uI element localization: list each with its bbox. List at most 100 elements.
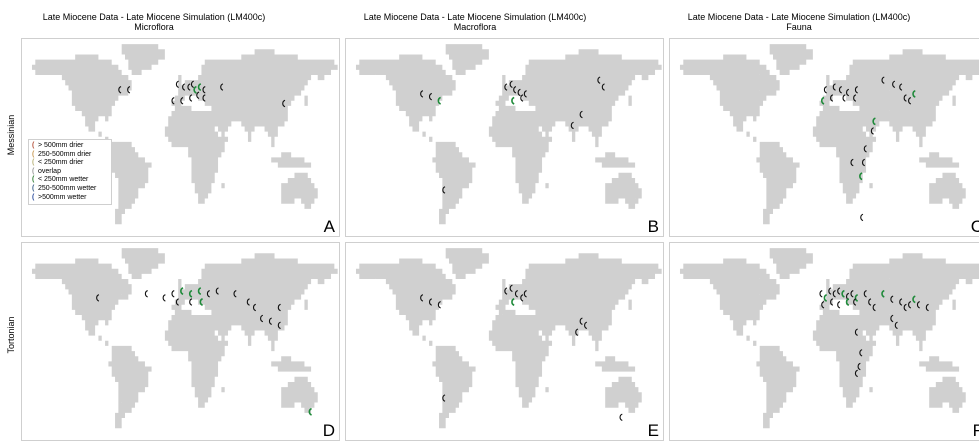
legend-item: (>500mm wetter	[32, 194, 108, 203]
site-marker	[180, 97, 184, 105]
site-marker	[861, 158, 866, 167]
legend: (> 500mm drier(250-500mm drier(< 250mm d…	[28, 139, 112, 206]
map-panel-c: C	[669, 38, 979, 237]
site-marker	[841, 289, 845, 298]
site-marker	[233, 290, 237, 298]
map-panel-d: D	[21, 242, 340, 441]
site-marker	[845, 298, 850, 306]
site-marker	[912, 89, 916, 98]
world-map	[679, 44, 979, 225]
site-marker	[832, 83, 836, 91]
panel-letter: D	[322, 421, 335, 440]
site-marker	[821, 301, 825, 309]
site-marker	[420, 90, 424, 98]
site-marker	[127, 86, 131, 94]
site-marker	[171, 97, 175, 105]
panel-letter: F	[973, 422, 979, 439]
site-marker	[520, 94, 524, 102]
site-marker	[206, 290, 210, 298]
panel-letter: E	[647, 421, 659, 440]
land-mass	[355, 248, 662, 429]
site-marker	[601, 83, 605, 91]
site-marker	[509, 80, 513, 89]
site-marker	[517, 88, 521, 97]
site-marker	[511, 96, 515, 105]
site-marker	[870, 127, 874, 135]
site-marker	[908, 97, 912, 105]
site-marker	[260, 314, 264, 323]
site-marker	[859, 172, 863, 181]
site-marker	[175, 298, 179, 306]
site-marker	[215, 287, 219, 295]
site-marker	[252, 303, 257, 312]
legend-label: 250-500mm wetter	[38, 184, 97, 192]
site-marker	[597, 76, 601, 84]
site-marker	[838, 86, 843, 94]
land-mass	[679, 248, 979, 429]
site-marker	[171, 290, 175, 298]
site-marker	[197, 83, 202, 91]
world-map	[355, 248, 662, 429]
panel-subtitle: Microflora	[134, 22, 174, 32]
site-marker	[881, 76, 885, 84]
site-marker	[504, 83, 508, 91]
legend-crescent-icon: (	[32, 176, 35, 184]
panel-subtitle: Fauna	[786, 22, 812, 32]
site-marker	[246, 298, 250, 306]
site-marker	[853, 94, 857, 102]
panel-title-line: Late Miocene Data - Late Miocene Simulat…	[363, 12, 587, 22]
site-marker	[420, 294, 424, 302]
panel-title-b: Late Miocene Data - Late Miocene Simulat…	[315, 12, 635, 32]
legend-label: overlap	[38, 167, 61, 175]
site-marker	[903, 94, 907, 102]
world-map	[679, 248, 979, 429]
site-marker	[523, 290, 527, 298]
site-marker	[175, 80, 179, 89]
site-marker	[894, 321, 898, 330]
site-marker	[584, 321, 588, 330]
site-marker	[890, 295, 894, 303]
site-marker	[180, 287, 184, 295]
land-mass	[31, 248, 338, 429]
panel-letter: C	[971, 218, 979, 235]
site-marker	[854, 369, 858, 378]
site-marker	[881, 289, 885, 298]
site-marker	[514, 290, 519, 298]
legend-crescent-icon: (	[32, 159, 35, 167]
legend-crescent-icon: (	[32, 167, 35, 175]
site-marker	[830, 298, 834, 306]
legend-item: (> 500mm drier	[32, 142, 108, 151]
panel-title-line: Late Miocene Data - Late Miocene Simulat…	[687, 12, 911, 22]
land-mass	[679, 44, 979, 225]
site-marker	[199, 298, 204, 306]
world-map	[355, 44, 662, 225]
site-marker	[854, 328, 858, 336]
site-marker	[513, 86, 517, 94]
site-marker	[912, 295, 916, 304]
panel-title-c: Late Miocene Data - Late Miocene Simulat…	[639, 12, 959, 32]
site-marker	[908, 301, 912, 309]
site-marker	[189, 298, 193, 306]
site-marker	[916, 301, 920, 309]
site-marker	[197, 287, 202, 295]
site-marker	[850, 290, 854, 298]
site-marker	[859, 349, 863, 357]
site-marker	[575, 328, 579, 336]
map-panel-e: E	[345, 242, 664, 441]
map-panel-b: B	[345, 38, 664, 237]
panel-title-line: Late Miocene Data - Late Miocene Simulat…	[42, 12, 266, 22]
site-marker	[162, 294, 166, 302]
site-marker	[823, 293, 828, 302]
legend-item: (< 250mm wetter	[32, 176, 108, 185]
site-marker	[832, 290, 836, 298]
site-marker	[837, 301, 841, 309]
site-marker	[196, 91, 200, 99]
site-marker	[868, 298, 872, 306]
site-marker	[202, 86, 206, 94]
site-marker	[842, 94, 846, 102]
site-marker	[854, 86, 858, 94]
legend-item: (250-500mm wetter	[32, 185, 108, 194]
site-marker	[182, 83, 186, 91]
legend-label: >500mm wetter	[38, 193, 87, 201]
site-marker	[619, 413, 623, 422]
